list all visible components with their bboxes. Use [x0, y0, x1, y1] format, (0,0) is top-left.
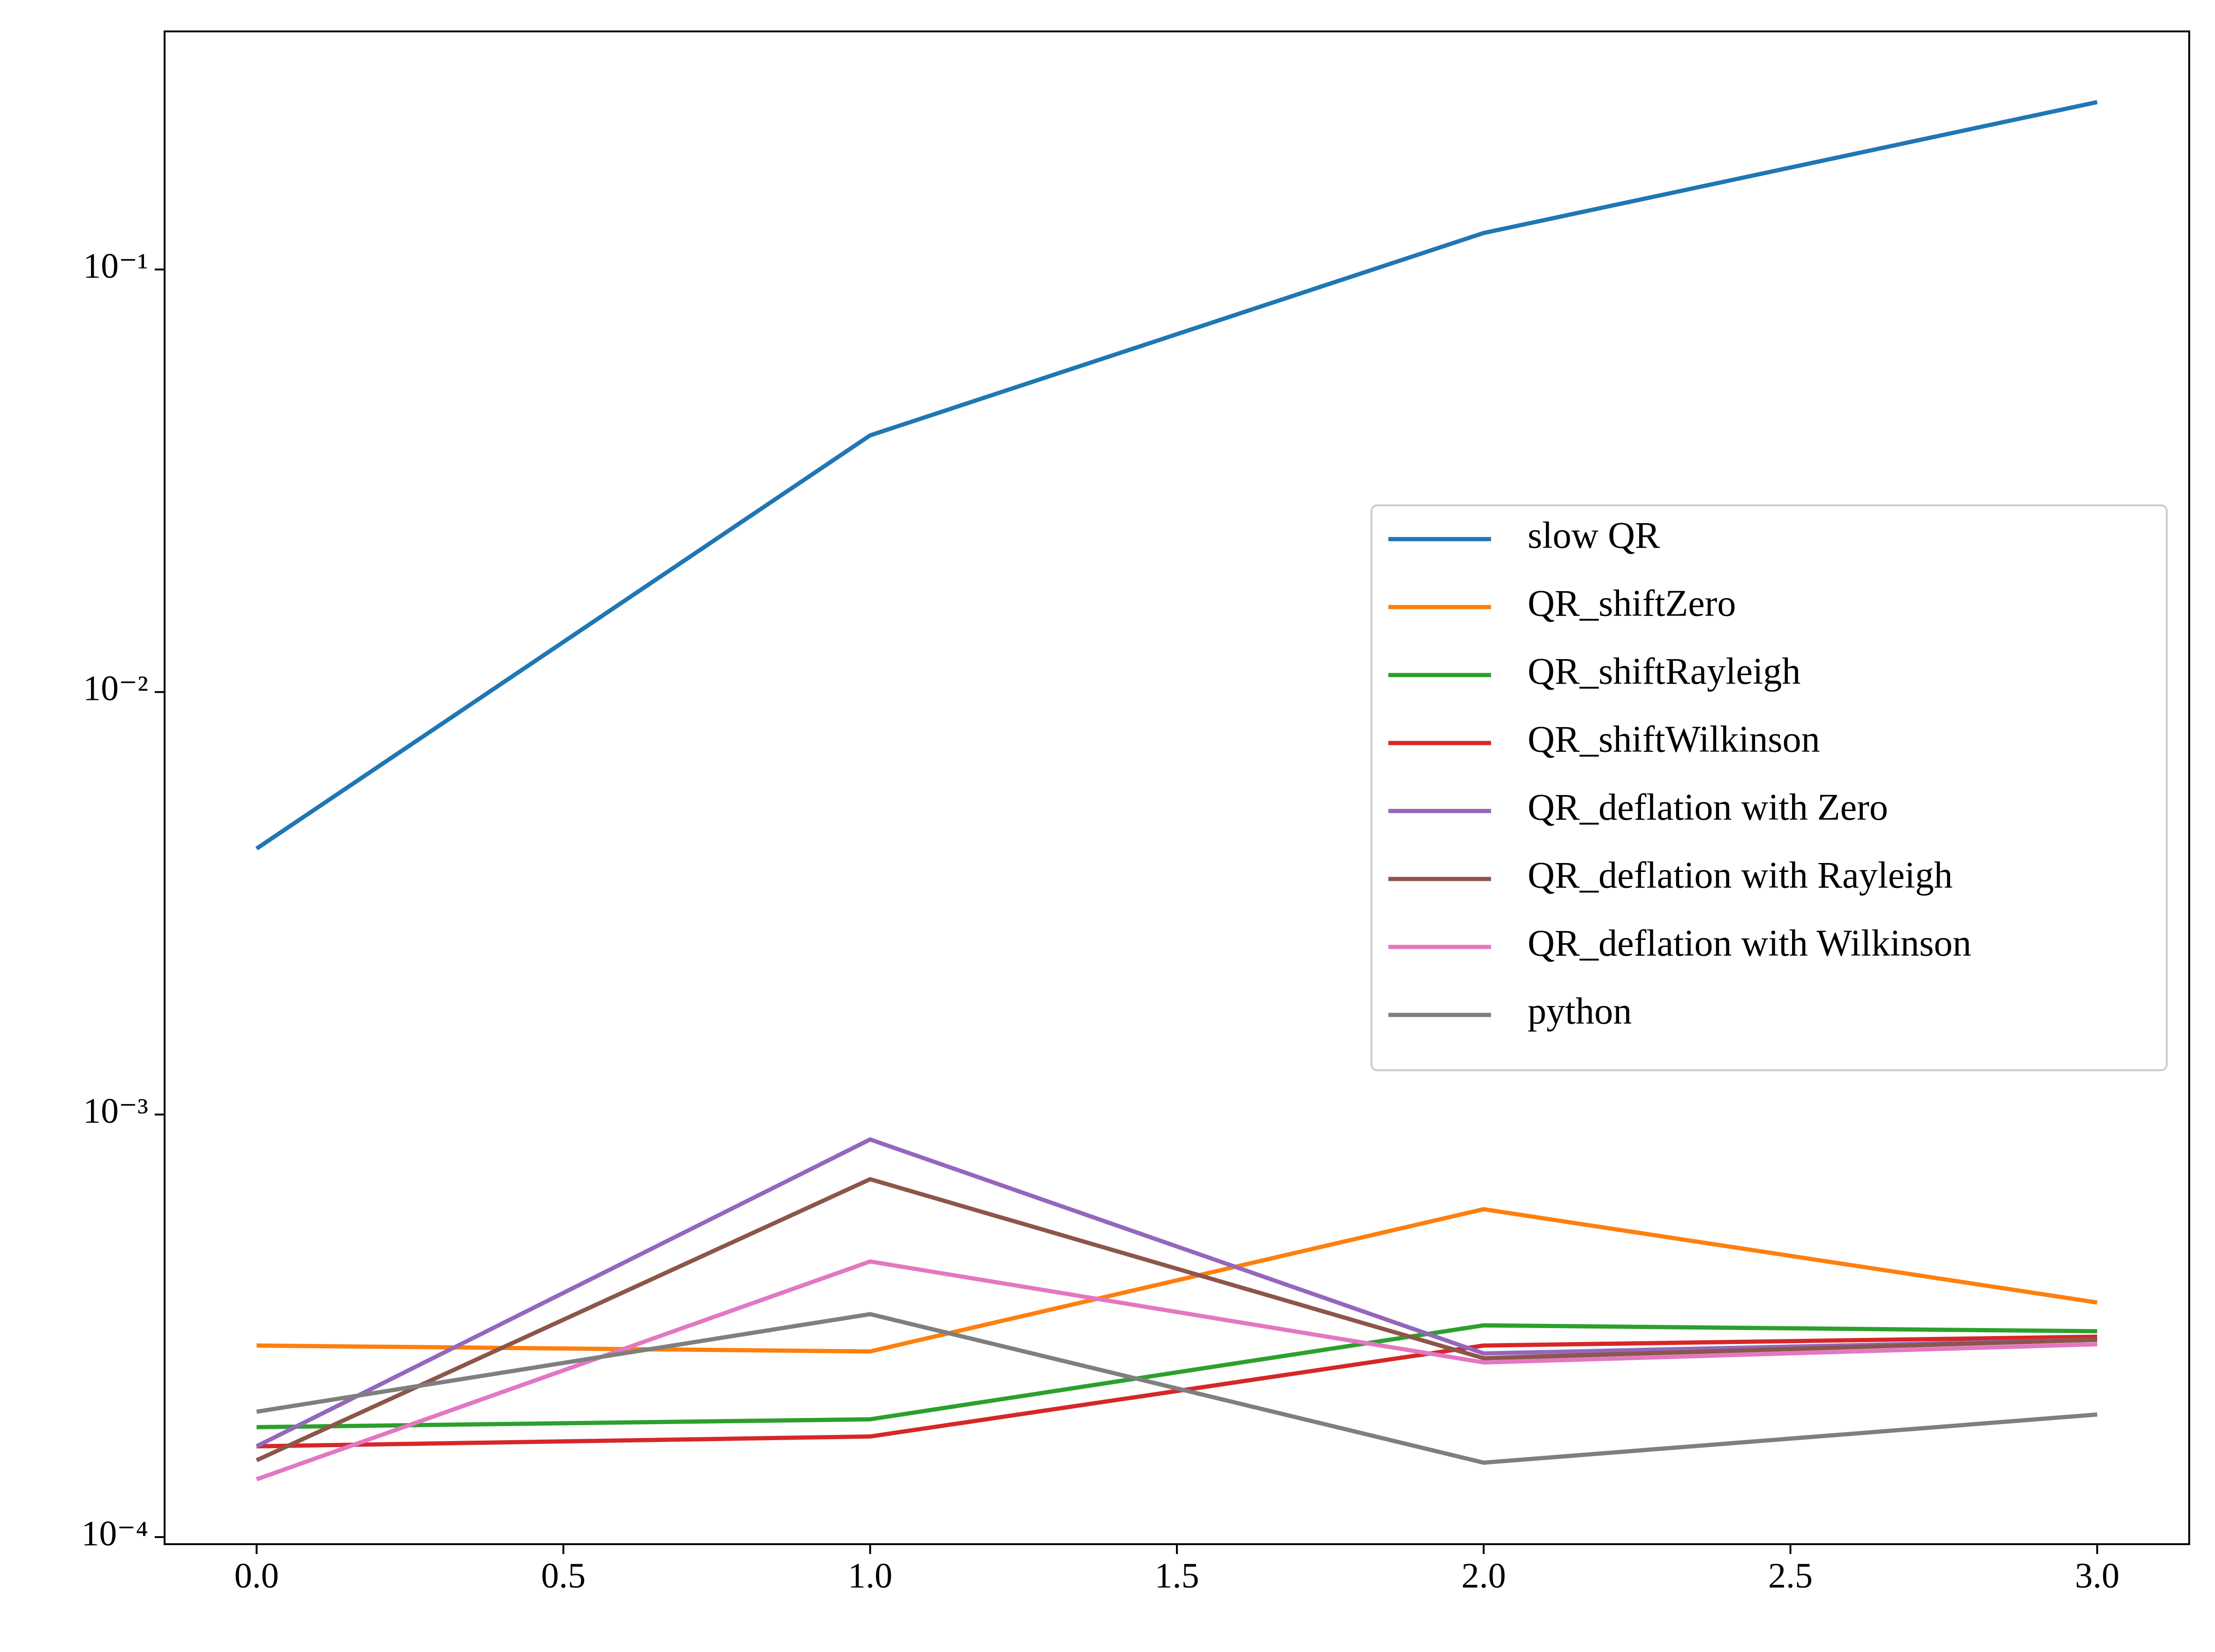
legend-label: QR_shiftZero	[1528, 583, 1736, 624]
y-tick-label: 10⁻¹	[83, 246, 148, 285]
y-tick-label: 10⁻⁴	[81, 1514, 148, 1553]
x-tick-label: 2.5	[1768, 1556, 1813, 1595]
series-line	[256, 1323, 2097, 1429]
legend-label: slow QR	[1528, 515, 1660, 556]
x-tick-label: 1.0	[848, 1556, 892, 1595]
series-line	[256, 1207, 2098, 1354]
x-tick-label: 3.0	[2075, 1556, 2119, 1595]
x-tick-label: 0.5	[541, 1556, 586, 1595]
series-line	[256, 1312, 2098, 1465]
x-tick-label: 0.0	[234, 1556, 279, 1595]
y-tick-label: 10⁻³	[83, 1091, 148, 1131]
y-tick-label: 10⁻²	[83, 669, 148, 708]
legend-label: QR_shiftWilkinson	[1528, 719, 1820, 760]
series-line	[256, 1177, 2097, 1463]
legend-label: QR_deflation with Zero	[1528, 787, 1888, 828]
series-line	[255, 100, 2098, 850]
x-tick-label: 2.0	[1462, 1556, 1506, 1595]
series-line	[256, 1259, 2097, 1481]
series-line	[256, 1137, 2097, 1449]
x-tick-label: 1.5	[1155, 1556, 1199, 1595]
legend-label: QR_deflation with Wilkinson	[1528, 923, 1971, 964]
legend-box	[1371, 504, 2168, 1071]
legend-label: QR_shiftRayleigh	[1528, 651, 1801, 692]
legend-label: python	[1528, 991, 1632, 1032]
series-line	[256, 1334, 2097, 1449]
legend-label: QR_deflation with Rayleigh	[1528, 855, 1953, 896]
